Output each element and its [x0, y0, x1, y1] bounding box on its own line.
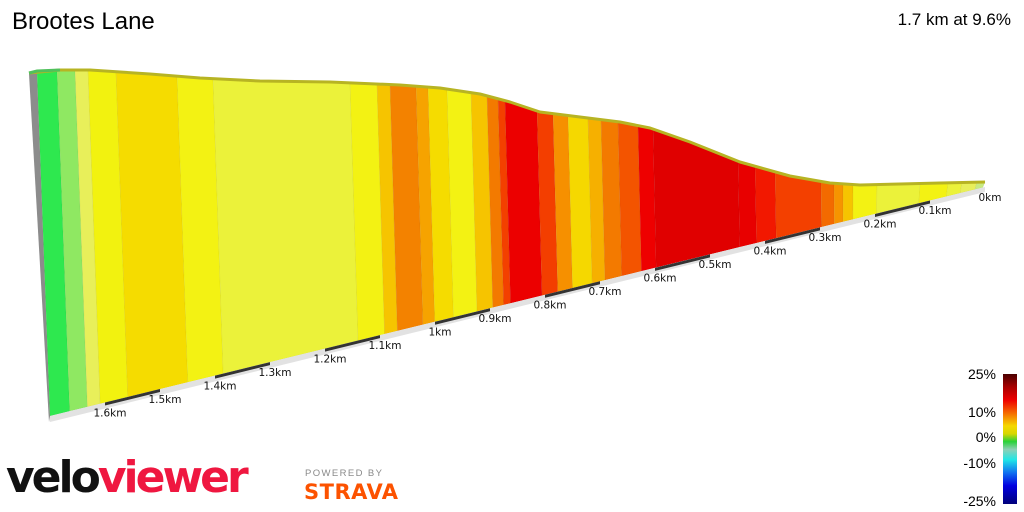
profile-top-edge-start [28, 68, 61, 75]
distance-tick-label: 1.3km [258, 367, 291, 379]
page-title: Brootes Lane [12, 8, 155, 35]
gradient-segment [737, 160, 757, 248]
gradient-segment [833, 182, 844, 225]
gradient-segment [504, 100, 543, 304]
gradient-segment [852, 184, 878, 220]
distance-axis-band [215, 362, 270, 379]
profile-top-edge [28, 68, 986, 187]
distance-axis-band [105, 389, 160, 406]
distance-axis-band [325, 335, 380, 352]
distance-axis-band [545, 281, 600, 298]
distance-tick-label: 0.2km [863, 219, 896, 231]
distance-axis-band [765, 227, 820, 244]
distance-axis-band [875, 200, 930, 217]
profile-edges [28, 68, 986, 187]
distance-tick-label: 1.5km [148, 394, 181, 406]
gradient-segments [29, 69, 986, 422]
distance-tick-label: 0.1km [918, 205, 951, 217]
gradient-segment [754, 165, 777, 244]
logo-viewer: viewer [97, 452, 249, 503]
gradient-segment [652, 128, 741, 268]
distance-tick-label: 1.4km [203, 380, 236, 392]
climb-summary: 1.7 km at 9.6% [897, 10, 1011, 29]
strava-logo: STRAVA [304, 480, 399, 504]
legend-label-10: 10% [967, 404, 996, 420]
distance-axis-strip [50, 187, 985, 422]
distance-axis-band [655, 254, 710, 271]
gradient-segment [842, 183, 854, 223]
distance-tick-label: 0.8km [533, 300, 566, 312]
gradient-legend: 25% 10% 0% -10% -25% [950, 364, 1024, 512]
distance-tick-label: 0.4km [753, 246, 786, 258]
legend-label-0: 0% [975, 429, 996, 445]
legend-label-min: -25% [963, 493, 996, 509]
gradient-segment [115, 71, 189, 398]
distance-tick-label: 0.6km [643, 273, 676, 285]
profile-side-face [29, 73, 50, 422]
gradient-segment [820, 181, 835, 228]
gradient-segment [617, 121, 642, 277]
legend-label-neg10: -10% [963, 455, 996, 471]
distance-tick-label: 1km [429, 326, 452, 338]
distance-axis-band [435, 308, 490, 325]
veloviewer-logo: veloviewer [6, 452, 249, 504]
distance-tick-label: 0.3km [808, 232, 841, 244]
gradient-segment [212, 78, 359, 374]
distance-tick-label: 0.7km [588, 286, 621, 298]
powered-by-label: POWERED BY [305, 468, 384, 479]
distance-tick-label: 1.6km [93, 407, 126, 419]
logo-velo: velo [6, 452, 101, 503]
legend-label-max: 25% [967, 366, 996, 382]
gradient-color-scale [1003, 374, 1017, 504]
distance-axis: 1.6km 1.5km 1.4km 1.3km 1.2km 1.1km 1km 0.9km 0.… [50, 187, 1002, 422]
distance-tick-label: 0.5km [698, 259, 731, 271]
distance-tick-label: 1.2km [313, 353, 346, 365]
distance-tick-label: 0km [979, 192, 1002, 204]
distance-tick-label: 0.9km [478, 313, 511, 325]
distance-tick-label: 1.1km [368, 340, 401, 352]
